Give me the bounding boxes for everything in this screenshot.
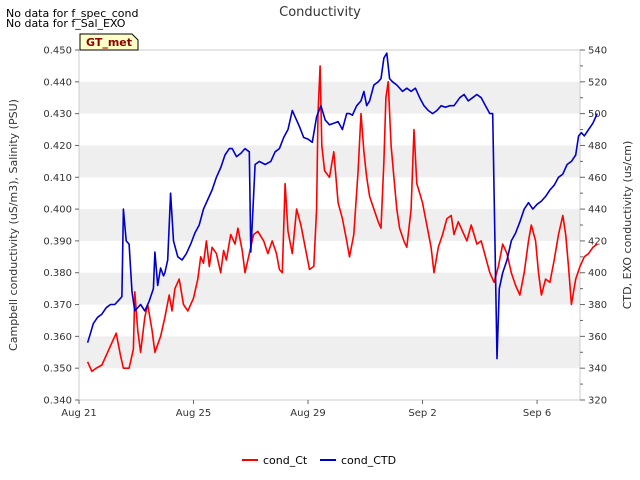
no-data-note-sal-exo: No data for f_Sal_EXO bbox=[6, 17, 126, 30]
series-lines bbox=[86, 52, 598, 373]
y-left-tick-label: 0.360 bbox=[43, 332, 72, 343]
x-tick-label: Aug 25 bbox=[176, 408, 211, 419]
legend: cond_Ct cond_CTD bbox=[242, 454, 396, 467]
chart-title: Conductivity bbox=[279, 5, 361, 20]
y-axis-left-label: Campbell conductivity (uS/m3), Salinity … bbox=[7, 99, 20, 351]
x-tick-label: Aug 21 bbox=[61, 408, 96, 419]
series-line-cond-ct bbox=[86, 65, 598, 373]
series-line-cond-ctd bbox=[86, 52, 598, 360]
y-left-tick-label: 0.400 bbox=[43, 205, 72, 216]
y-right-tick-label: 540 bbox=[588, 46, 607, 57]
badge-background bbox=[79, 33, 139, 51]
x-tick-label: Aug 29 bbox=[290, 408, 325, 419]
gt-met-badge: GT_met bbox=[79, 33, 139, 51]
band-9 bbox=[79, 81, 580, 114]
y-left-tick-label: 0.410 bbox=[43, 173, 72, 184]
y-right-tick-label: 360 bbox=[588, 332, 607, 343]
y-left-tick-label: 0.380 bbox=[43, 268, 72, 279]
x-tick-label: Sep 2 bbox=[408, 408, 436, 419]
legend-label-cond-ct: cond_Ct bbox=[263, 454, 308, 467]
y-right-tick-label: 340 bbox=[588, 364, 607, 375]
y-right-tick-label: 380 bbox=[588, 300, 607, 311]
y-right-tick-label: 400 bbox=[588, 268, 607, 279]
y-left-tick-label: 0.390 bbox=[43, 236, 72, 247]
y-left-tick-label: 0.420 bbox=[43, 141, 72, 152]
y-left-tick-label: 0.440 bbox=[43, 77, 72, 88]
y-right-tick-label: 420 bbox=[588, 236, 607, 247]
axis-ticks: 0.340 0.350 0.360 0.370 0.380 0.390 0.400 0.410… bbox=[43, 46, 607, 420]
y-right-tick-label: 320 bbox=[588, 396, 607, 407]
legend-label-cond-ctd: cond_CTD bbox=[341, 454, 396, 467]
no-data-note-spec-cond: No data for f_spec_cond bbox=[6, 7, 139, 20]
y-right-tick-label: 520 bbox=[588, 77, 607, 88]
y-right-tick-label: 440 bbox=[588, 205, 607, 216]
y-right-tick-label: 460 bbox=[588, 173, 607, 184]
background-bands bbox=[79, 81, 580, 369]
badge-label: GT_met bbox=[86, 36, 132, 49]
x-tick-label: Sep 6 bbox=[523, 408, 551, 419]
band-7 bbox=[79, 145, 580, 178]
y-left-tick-label: 0.350 bbox=[43, 364, 72, 375]
y-left-tick-label: 0.450 bbox=[43, 46, 72, 57]
band-5 bbox=[79, 209, 580, 241]
y-axis-right-label: CTD, EXO conductivity (us/cm) bbox=[621, 141, 634, 310]
y-left-tick-label: 0.430 bbox=[43, 109, 72, 120]
y-right-tick-label: 480 bbox=[588, 141, 607, 152]
y-left-tick-label: 0.340 bbox=[43, 396, 72, 407]
y-left-tick-label: 0.370 bbox=[43, 300, 72, 311]
